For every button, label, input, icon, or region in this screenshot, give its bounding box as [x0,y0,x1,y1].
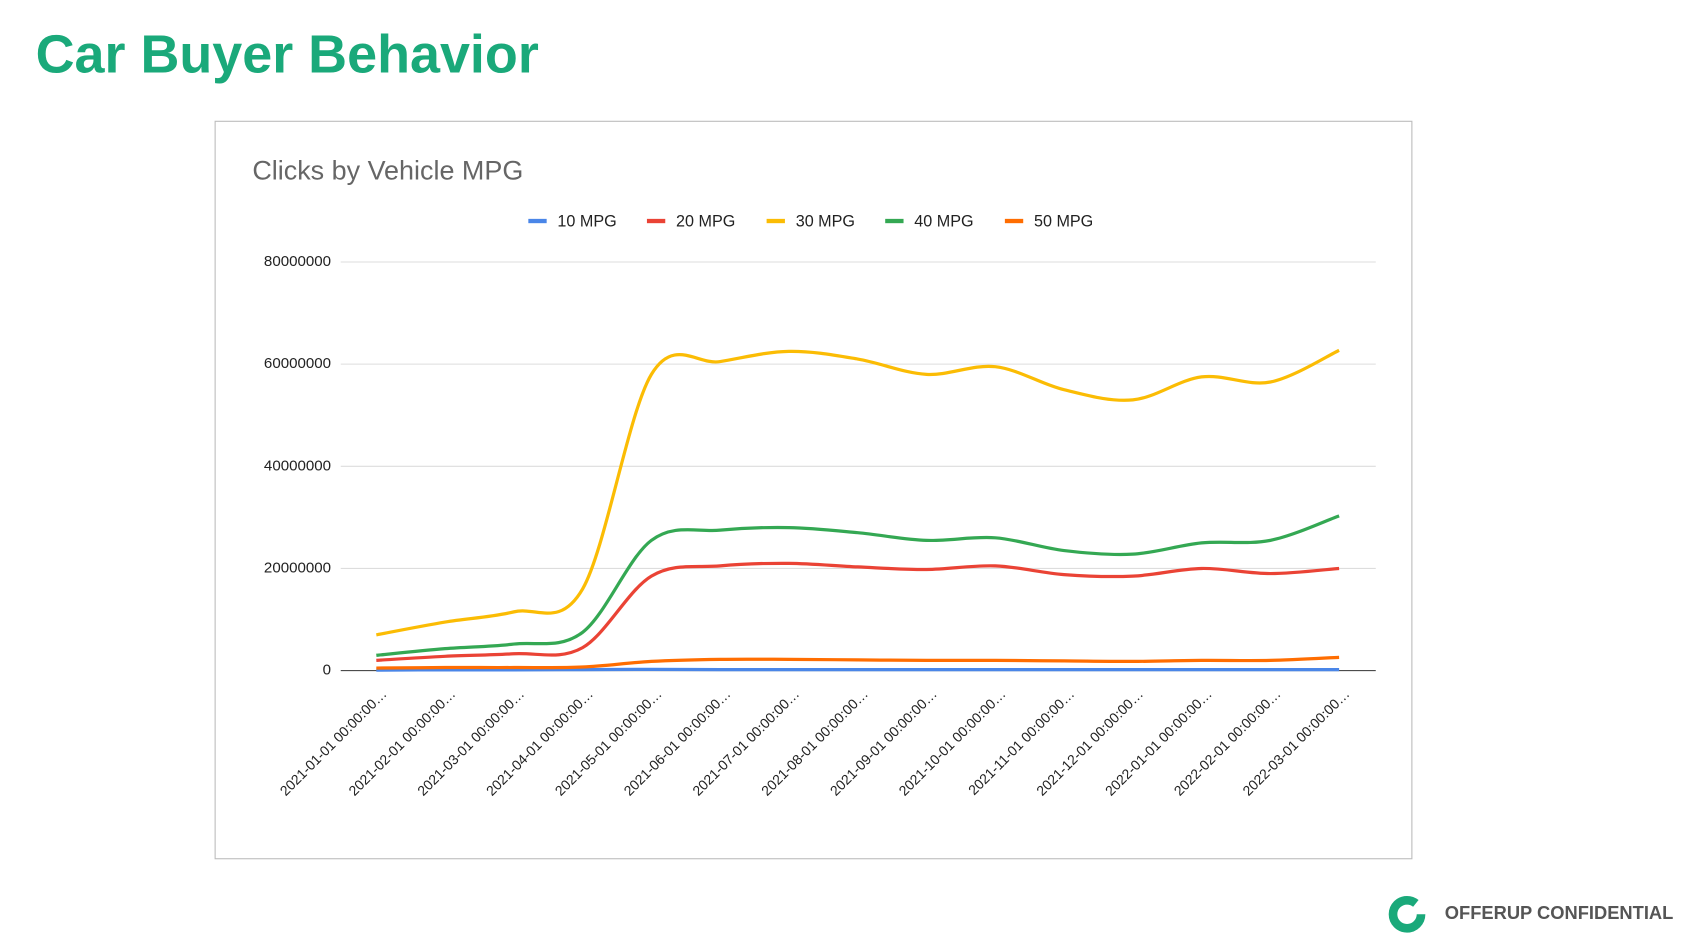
legend-swatch [646,218,666,224]
y-tick-label: 20000000 [264,559,331,576]
legend-label: 30 MPG [796,212,855,230]
legend-swatch [885,218,904,224]
logo [1388,895,1426,933]
y-tick-label: 80000000 [264,253,331,270]
chart-frame [214,120,1413,860]
y-tick-label: 40000000 [264,457,331,474]
legend-label: 50 MPG [1034,212,1093,230]
y-tick-label: 0 [323,662,331,679]
series-line [376,561,1340,663]
legend-label: 40 MPG [914,212,973,230]
series-line [376,655,1340,670]
legend-swatch [766,218,785,224]
series-line [376,348,1340,637]
legend-label: 20 MPG [676,212,735,230]
chart-title: Clicks by Vehicle MPG [252,156,523,186]
page-title: Car Buyer Behavior [36,24,539,84]
legend-swatch [528,218,547,224]
footer-text: OFFERUP CONFIDENTIAL [1445,902,1674,923]
y-tick-label: 60000000 [264,355,331,372]
series-line [376,514,1340,657]
legend-swatch [1004,218,1024,224]
legend-label: 10 MPG [557,212,616,230]
series-line [376,667,1340,672]
